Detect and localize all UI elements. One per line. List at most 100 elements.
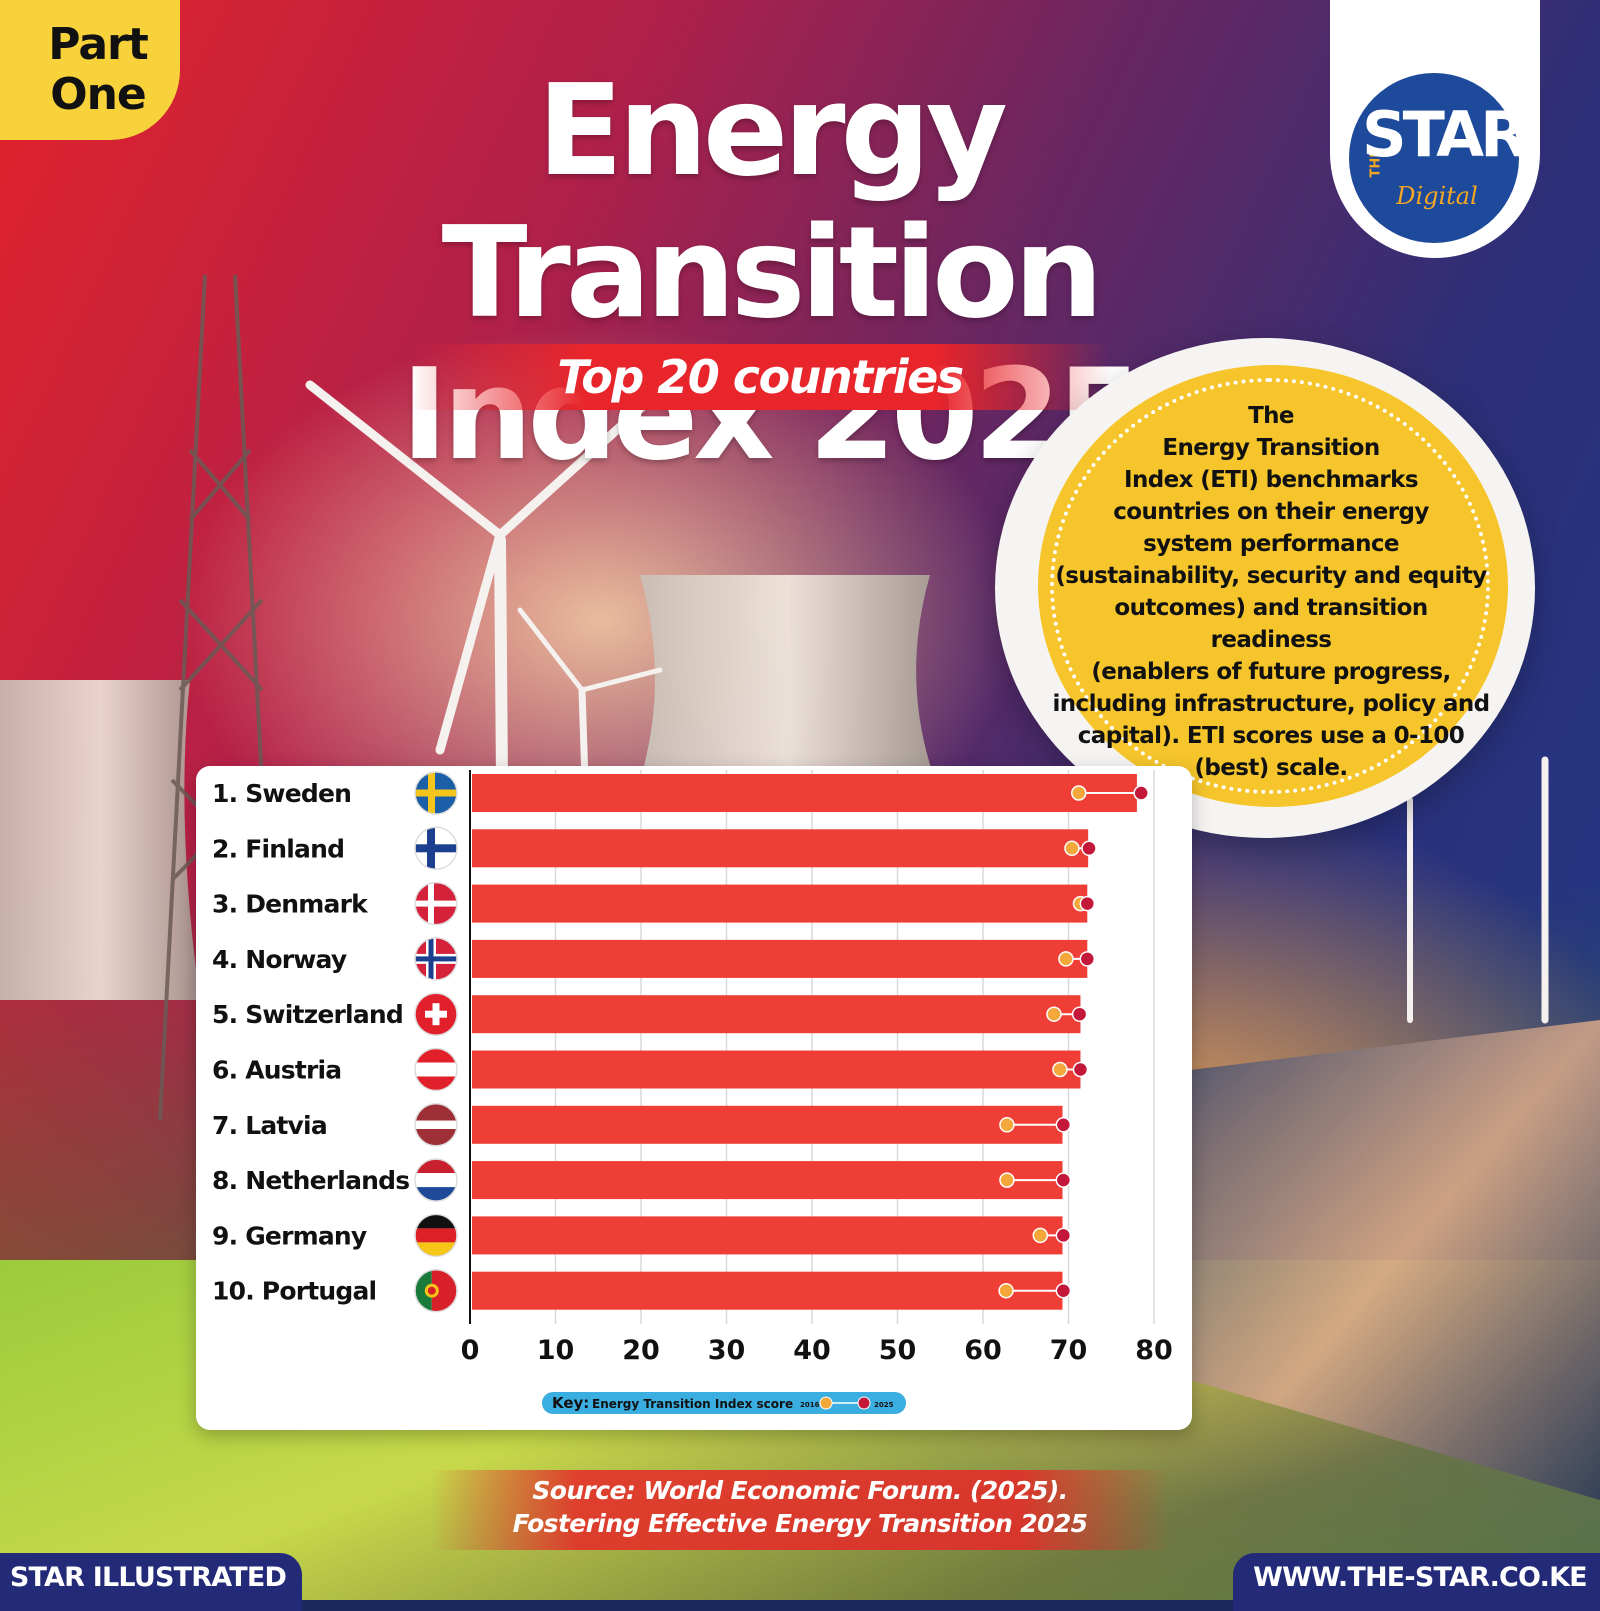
- info-line: Energy Transition: [1162, 435, 1380, 461]
- x-tick-label: 20: [622, 1335, 660, 1366]
- flag-switzerland-icon: [414, 992, 458, 1036]
- logo: [1349, 73, 1519, 243]
- flag-sweden-icon: [414, 771, 458, 815]
- legend-marker-2016: [819, 1396, 833, 1410]
- bar: [472, 1271, 1063, 1310]
- info-line: (sustainability, security and equity: [1055, 563, 1487, 589]
- marker-2025: [1071, 1006, 1088, 1022]
- marker-2025: [1133, 785, 1149, 801]
- bar: [472, 1216, 1063, 1255]
- footer-left-text: STAR ILLUSTRATED: [9, 1562, 287, 1593]
- bar: [472, 1161, 1063, 1200]
- info-line: The: [1248, 403, 1294, 429]
- title-line1: Energy Transition: [441, 57, 1104, 346]
- flag-netherlands-icon: [414, 1158, 458, 1202]
- flag-portugal-icon: [414, 1268, 458, 1313]
- country-label: 9. Germany: [212, 1221, 367, 1250]
- info-line: outcomes) and transition readiness: [1114, 595, 1428, 653]
- cooling-tower-center: [640, 575, 935, 780]
- info-line: capital). ETI scores use a 0-100: [1077, 723, 1465, 749]
- marker-2025: [1079, 951, 1096, 967]
- flag-norway-icon: [414, 937, 458, 981]
- marker-2016: [1058, 951, 1074, 967]
- x-tick-label: 70: [1050, 1335, 1088, 1366]
- footer-url-link[interactable]: WWW.THE-STAR.CO.KE: [1253, 1562, 1587, 1593]
- bar: [472, 774, 1137, 812]
- info-line: system performance: [1143, 531, 1399, 557]
- bar: [472, 884, 1088, 923]
- subtitle-band: [410, 344, 1110, 410]
- part-label-line2: One: [50, 69, 147, 120]
- flag-austria-icon: [414, 1047, 458, 1092]
- marker-2025: [1079, 895, 1096, 912]
- solar-panels: [1190, 1020, 1600, 1500]
- country-label: 7. Latvia: [212, 1111, 327, 1140]
- bar: [472, 995, 1081, 1034]
- bar: [472, 1105, 1063, 1144]
- subtitle: Top 20 countries: [557, 350, 964, 404]
- marker-2025: [1081, 840, 1097, 857]
- flag-denmark-icon: [414, 881, 458, 926]
- legend-year-start: 2016: [800, 1401, 820, 1409]
- marker-2016: [1032, 1227, 1049, 1244]
- legend-key-label: Key:: [552, 1394, 589, 1412]
- marker-2025: [1055, 1282, 1072, 1299]
- part-label: Part One: [28, 20, 168, 120]
- info-line: including infrastructure, policy and: [1052, 691, 1491, 717]
- x-tick-label: 10: [537, 1335, 575, 1366]
- source-line1: Source: World Economic Forum. (2025).: [532, 1476, 1068, 1505]
- flag-germany-icon: [414, 1213, 458, 1258]
- marker-2016: [1071, 785, 1087, 801]
- legend-year-end: 2025: [874, 1401, 894, 1409]
- country-label: 10. Portugal: [212, 1277, 376, 1306]
- chart-card: [196, 766, 1192, 1430]
- country-label: 1. Sweden: [212, 779, 351, 808]
- source-band: [430, 1470, 1170, 1550]
- flag-finland-icon: [414, 826, 458, 871]
- bar: [472, 1050, 1081, 1089]
- part-badge: [0, 0, 180, 140]
- legend-marker-2025: [857, 1396, 871, 1410]
- marker-2016: [998, 1282, 1014, 1299]
- legend-key-text: Energy Transition Index score: [592, 1397, 793, 1411]
- x-tick-label: 0: [461, 1335, 480, 1366]
- marker-2016: [999, 1117, 1015, 1133]
- logo-star: STAR: [1362, 98, 1528, 171]
- marker-2016: [1046, 1006, 1062, 1022]
- info-bubble-dotted-ring: [1050, 378, 1490, 794]
- source-citation: Source: World Economic Forum. (2025). Fo…: [430, 1474, 1170, 1540]
- flag-latvia-icon: [414, 1103, 458, 1147]
- country-label: 5. Switzerland: [212, 1000, 403, 1029]
- bar-chart: 1. Sweden 2. Finland 3. Denmark 4. Norway 5.…: [212, 770, 1173, 1414]
- marker-2025: [1055, 1227, 1072, 1244]
- x-tick-label: 30: [708, 1335, 746, 1366]
- country-label: 8. Netherlands: [212, 1166, 409, 1195]
- legend: Key: Energy Transition Index score 2016 202…: [542, 1392, 906, 1414]
- wind-turbine-icon: [305, 380, 1549, 1024]
- part-label-line1: Part: [48, 19, 149, 70]
- marker-2016: [1064, 840, 1080, 857]
- country-label: 6. Austria: [212, 1056, 341, 1085]
- legend-pill: [542, 1392, 906, 1414]
- marker-2025: [1055, 1172, 1072, 1188]
- cooling-tower-left: [0, 680, 200, 1000]
- info-line: Index (ETI) benchmarks: [1124, 467, 1418, 493]
- x-tick-label: 40: [793, 1335, 831, 1366]
- marker-2016: [999, 1172, 1015, 1188]
- x-tick-label: 50: [879, 1335, 917, 1366]
- marker-2025: [1055, 1117, 1072, 1133]
- x-tick-label: 60: [964, 1335, 1002, 1366]
- info-line: (enablers of future progress,: [1091, 659, 1451, 685]
- source-line2: Fostering Effective Energy Transition 20…: [512, 1509, 1088, 1538]
- bar: [472, 829, 1089, 868]
- country-label: 4. Norway: [212, 945, 347, 974]
- info-line: (best) scale.: [1194, 755, 1348, 781]
- bar: [472, 939, 1088, 978]
- country-label: 3. Denmark: [212, 890, 369, 919]
- info-line: countries on their energy: [1113, 499, 1429, 525]
- marker-2025: [1072, 1061, 1089, 1078]
- info-bubble-text: The Energy Transition Index (ETI) benchm…: [1052, 400, 1491, 784]
- logo-digital: Digital: [1396, 182, 1478, 210]
- country-label: 2. Finland: [212, 834, 344, 863]
- marker-2016: [1052, 1061, 1068, 1078]
